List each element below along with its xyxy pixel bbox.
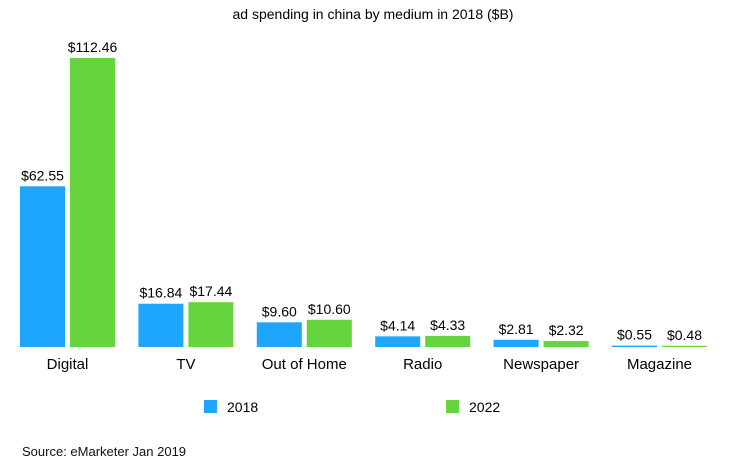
- bar-2018-out-of-home: [256, 322, 302, 347]
- bar-2022-out-of-home: [306, 319, 352, 347]
- legend-swatch-2018: [204, 400, 217, 413]
- bar-2018-tv: [138, 303, 184, 347]
- source-note: Source: eMarketer Jan 2019: [22, 444, 187, 459]
- bar-2018-newspaper: [493, 339, 539, 347]
- category-label: Digital: [47, 356, 89, 373]
- category-label: Magazine: [627, 356, 692, 373]
- bar-2022-radio: [425, 335, 471, 347]
- data-label: $0.55: [617, 327, 652, 343]
- data-label: $112.46: [68, 39, 118, 55]
- category-label: TV: [176, 356, 195, 373]
- data-label: $2.81: [499, 321, 534, 337]
- data-label: $0.48: [667, 327, 702, 343]
- bar-2018-magazine: [612, 345, 657, 347]
- data-label: $10.60: [308, 301, 351, 317]
- bar-2022-newspaper: [543, 341, 589, 347]
- data-label: $4.33: [430, 317, 465, 333]
- data-label: $4.14: [380, 317, 415, 333]
- data-label: $62.55: [21, 167, 64, 183]
- category-label: Newspaper: [503, 356, 579, 373]
- chart-title: ad spending in china by medium in 2018 (…: [233, 6, 514, 22]
- legend-label: 2022: [469, 399, 500, 415]
- bar-2018-digital: [20, 186, 65, 347]
- data-label: $9.60: [262, 303, 297, 319]
- category-label: Out of Home: [262, 356, 347, 373]
- data-label: $2.32: [549, 322, 584, 338]
- category-label: Radio: [403, 356, 442, 373]
- bar-2022-magazine: [662, 345, 707, 347]
- bar-2022-tv: [188, 302, 234, 347]
- data-label: $17.44: [189, 283, 232, 299]
- bar-2022-digital: [70, 58, 115, 347]
- legend-swatch-2022: [446, 400, 459, 413]
- data-label: $16.84: [139, 285, 182, 301]
- legend-label: 2018: [227, 399, 258, 415]
- bar-2018-radio: [375, 336, 421, 347]
